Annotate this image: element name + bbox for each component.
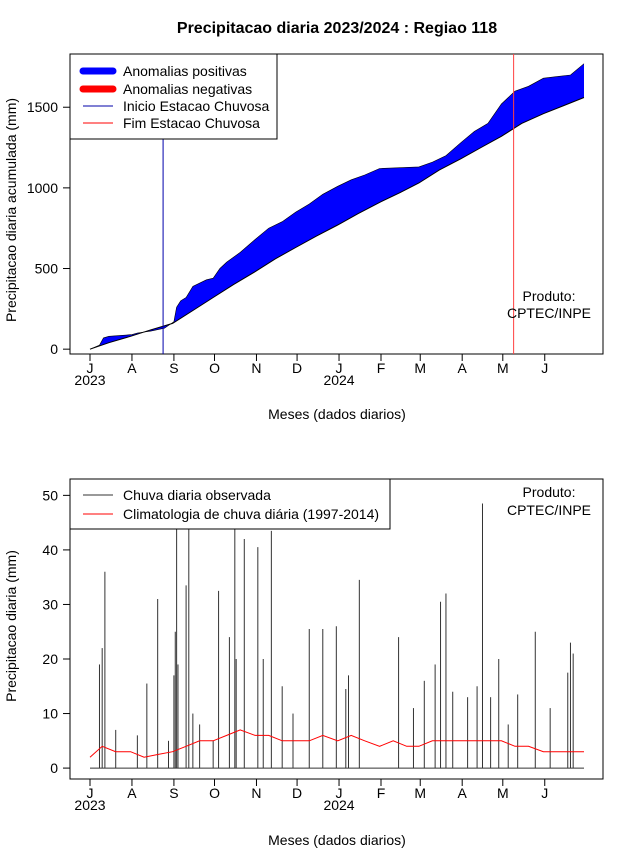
daily-x-tick-label-3: O: [209, 785, 220, 801]
figure-title: Precipitacao diaria 2023/2024 : Regiao 1…: [177, 20, 497, 37]
legend-label-positive: Anomalias positivas: [123, 63, 247, 79]
legend-label-end-season: Fim Estacao Chuvosa: [123, 115, 260, 131]
accumulated-x-tick-label-11: J: [541, 360, 548, 376]
daily-y-label: Precipitacao diaria (mm): [3, 550, 19, 702]
climatology-accumulated-line: [89, 97, 585, 350]
daily-y-tick-label-0: 0: [50, 760, 58, 776]
legend-label-climatology: Climatologia de chuva diária (1997-2014): [123, 506, 379, 522]
accumulated-y-tick-label-0: 0: [50, 341, 58, 357]
legend-label-start-season: Inicio Estacao Chuvosa: [123, 98, 270, 114]
observed-accumulated-line: [89, 63, 585, 350]
accumulated-x-tick-label-1: A: [127, 360, 137, 376]
daily-climatology-line: [89, 729, 584, 758]
daily-x-tick-label-10: M: [497, 785, 509, 801]
daily-y-tick-label-2: 20: [42, 651, 58, 667]
accumulated-x-tick-label-4: N: [251, 360, 261, 376]
daily-observed-bars: [90, 503, 584, 769]
accumulated-x-year-label-0: 2023: [74, 372, 105, 388]
daily-x-year-label-1: 2024: [323, 797, 354, 813]
accumulated-x-label: Meses (dados diarios): [268, 406, 406, 422]
daily-x-tick-label-11: J: [541, 785, 548, 801]
accumulated-x-tick-label-8: M: [414, 360, 426, 376]
daily-x-tick-label-6: J: [336, 785, 343, 801]
daily-x-tick-label-4: N: [251, 785, 261, 801]
daily-x-label: Meses (dados diarios): [268, 832, 406, 848]
daily-x-tick-label-7: F: [377, 785, 386, 801]
credit-line1-bottom: Produto:: [523, 484, 576, 500]
accumulated-x-tick-label-6: J: [336, 360, 343, 376]
daily-y-axis: 0 10 20 30 40 50: [42, 487, 71, 776]
accumulated-x-tick-label-9: A: [458, 360, 468, 376]
climatology-daily-line: [89, 729, 584, 758]
daily-x-tick-label-1: A: [127, 785, 137, 801]
credit-line1-top: Produto:: [523, 288, 576, 304]
daily-legend-box: [69, 478, 391, 530]
daily-y-tick-label-1: 10: [42, 706, 58, 722]
accumulated-x-tick-label-5: D: [292, 360, 302, 376]
daily-y-tick-label-4: 40: [42, 542, 58, 558]
daily-y-tick-label-3: 30: [42, 596, 58, 612]
credit-line2-top: CPTEC/INPE: [507, 305, 591, 321]
accumulated-y-label: Precipitacao diaria acumulada (mm): [3, 98, 19, 322]
daily-x-year-label-0: 2023: [74, 797, 105, 813]
daily-x-tick-label-5: D: [292, 785, 302, 801]
credit-line2-bottom: CPTEC/INPE: [507, 502, 591, 518]
daily-x-tick-label-2: S: [169, 785, 178, 801]
accumulated-y-tick-label-2: 1000: [27, 180, 58, 196]
accumulated-x-tick-label-0: J: [87, 360, 94, 376]
accumulated-x-tick-label-7: F: [377, 360, 386, 376]
accumulated-x-tick-label-3: O: [209, 360, 220, 376]
daily-x-tick-label-8: M: [414, 785, 426, 801]
accumulated-x-tick-label-10: M: [497, 360, 509, 376]
accumulated-y-tick-label-3: 1500: [27, 99, 58, 115]
accumulated-anomaly-area: [89, 63, 585, 350]
accumulated-y-axis: 0 500 1000 1500: [27, 99, 71, 357]
accumulated-x-year-label-1: 2024: [323, 372, 354, 388]
accumulated-x-tick-label-2: S: [169, 360, 178, 376]
daily-y-tick-label-5: 50: [42, 487, 58, 503]
accumulated-y-tick-label-1: 500: [35, 261, 59, 277]
accumulated-legend: Anomalias positivas Anomalias negativas …: [69, 53, 278, 140]
legend-label-negative: Anomalias negativas: [123, 81, 252, 97]
daily-x-tick-label-0: J: [87, 785, 94, 801]
daily-legend: Chuva diaria observada Climatologia de c…: [69, 478, 391, 530]
legend-label-observed: Chuva diaria observada: [123, 487, 271, 503]
daily-x-tick-label-9: A: [458, 785, 468, 801]
